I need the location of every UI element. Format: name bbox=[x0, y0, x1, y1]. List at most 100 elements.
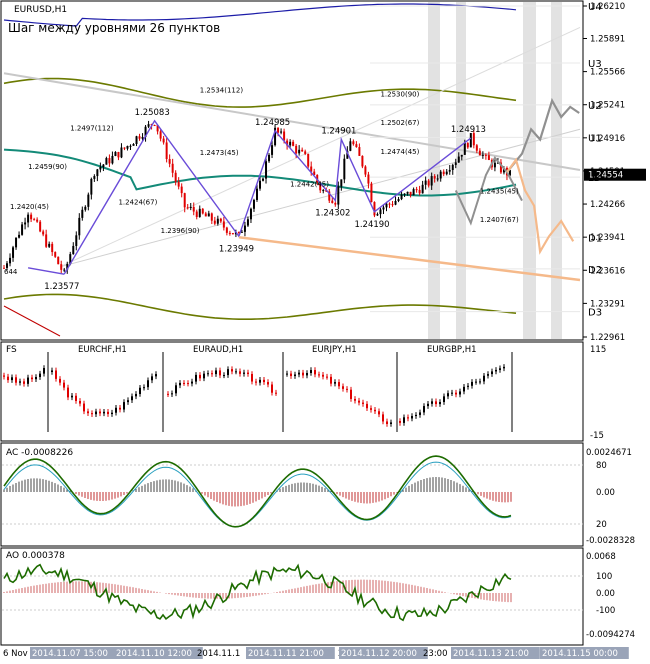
candle-body bbox=[277, 128, 279, 133]
candle-body bbox=[129, 146, 131, 147]
candle-body bbox=[244, 226, 246, 232]
candle-body bbox=[482, 155, 484, 156]
fs-candle-body bbox=[302, 373, 304, 376]
candle-body bbox=[169, 159, 171, 164]
candle-body bbox=[114, 152, 116, 156]
fs-candle-body bbox=[23, 381, 25, 383]
candle-body bbox=[99, 167, 101, 169]
candle-body bbox=[60, 264, 62, 270]
candle-body bbox=[202, 209, 204, 214]
fs-candle-body bbox=[290, 374, 292, 376]
fs-candle-body bbox=[366, 404, 368, 408]
fs-tick-bottom: -15 bbox=[590, 431, 604, 441]
candle-body bbox=[175, 173, 177, 182]
ao-tick: 100 bbox=[596, 572, 612, 582]
candle-body bbox=[379, 209, 381, 214]
candle-body bbox=[349, 141, 351, 151]
ac-tick: 20 bbox=[596, 520, 607, 530]
fs-candle-body bbox=[179, 383, 181, 385]
swing-label: 1.24302 bbox=[315, 208, 350, 218]
candle-body bbox=[292, 142, 294, 146]
fs-candle-body bbox=[330, 377, 332, 384]
candle-body bbox=[334, 203, 336, 205]
swing-label: 1.24985 bbox=[255, 118, 290, 128]
candle-body bbox=[15, 238, 17, 248]
fs-candle-body bbox=[306, 373, 308, 375]
candle-body bbox=[247, 219, 249, 225]
candle-body bbox=[307, 154, 309, 167]
fs-candle-body bbox=[147, 380, 149, 387]
candle-body bbox=[440, 172, 442, 179]
candle-body bbox=[48, 244, 50, 247]
candle-body bbox=[340, 179, 342, 186]
candle-body bbox=[476, 145, 478, 150]
candle-body bbox=[425, 181, 427, 185]
candle-body bbox=[163, 139, 165, 143]
candle-body bbox=[87, 195, 89, 207]
fs-candle-body bbox=[499, 368, 501, 370]
candle-body bbox=[102, 165, 104, 167]
fs-candle-body bbox=[155, 374, 157, 376]
candle-body bbox=[280, 131, 282, 132]
fs-candle-body bbox=[143, 387, 145, 388]
fs-candle-body bbox=[439, 402, 441, 404]
fs-candle-body bbox=[167, 394, 169, 395]
candle-body bbox=[223, 221, 225, 227]
price-tick-label: 1.24266 bbox=[590, 200, 625, 210]
candle-body bbox=[413, 189, 415, 195]
level-label-d2: D2 bbox=[588, 265, 602, 276]
candle-body bbox=[217, 219, 219, 224]
candle-body bbox=[36, 220, 38, 222]
candle-body bbox=[337, 186, 339, 204]
candle-body bbox=[133, 144, 135, 146]
fs-candle-body bbox=[227, 369, 229, 375]
fs-candle-body bbox=[31, 378, 33, 380]
session-band bbox=[428, 2, 440, 339]
level-note: 644 bbox=[4, 268, 18, 276]
ac-title: AC -0.0008226 bbox=[6, 448, 73, 458]
candle-body bbox=[461, 155, 463, 157]
candle-body bbox=[262, 179, 264, 181]
candle-body bbox=[111, 156, 113, 163]
time-label: 2014.11.15 00:00 bbox=[542, 649, 618, 659]
fs-candle-body bbox=[231, 369, 233, 371]
fs-candle-body bbox=[95, 412, 97, 415]
fs-candle-body bbox=[431, 401, 433, 403]
candle-body bbox=[352, 141, 354, 144]
fs-candle-body bbox=[203, 374, 205, 379]
fs-candle-body bbox=[326, 377, 328, 378]
level-note: 1.2435(45) bbox=[480, 187, 519, 195]
candle-body bbox=[93, 176, 95, 179]
candle-body bbox=[434, 176, 436, 178]
candle-body bbox=[265, 161, 267, 178]
candle-body bbox=[389, 204, 391, 205]
candle-body bbox=[256, 189, 258, 200]
candle-body bbox=[57, 257, 59, 264]
fs-candle-body bbox=[370, 408, 372, 410]
candle-body bbox=[367, 175, 369, 184]
fs-candle-body bbox=[75, 396, 77, 401]
fs-candle-body bbox=[191, 382, 193, 384]
main-pane bbox=[1, 1, 583, 340]
fs-candle-body bbox=[334, 382, 336, 384]
candle-body bbox=[226, 228, 228, 233]
swing-label: 1.24913 bbox=[451, 125, 486, 135]
fs-candle-body bbox=[354, 399, 356, 401]
level-label-u3: U3 bbox=[588, 59, 602, 70]
candle-body bbox=[467, 143, 469, 147]
candle-body bbox=[485, 155, 487, 156]
candle-body bbox=[488, 155, 490, 160]
candle-body bbox=[358, 147, 360, 156]
fs-candle-body bbox=[318, 374, 320, 375]
candle-body bbox=[139, 136, 141, 138]
swing-label: 1.24901 bbox=[321, 126, 356, 136]
time-label: 2014.11.07 15:00 bbox=[32, 649, 108, 659]
candle-body bbox=[9, 258, 11, 263]
price-tick-label: 1.22961 bbox=[590, 333, 625, 343]
candle-body bbox=[229, 233, 231, 234]
fs-candle-body bbox=[223, 375, 225, 376]
ac-tick: 0.00 bbox=[596, 488, 615, 498]
ac-tick: 0.0024671 bbox=[586, 448, 632, 458]
fs-candle-body bbox=[451, 393, 453, 394]
fs-candle-body bbox=[171, 393, 173, 394]
